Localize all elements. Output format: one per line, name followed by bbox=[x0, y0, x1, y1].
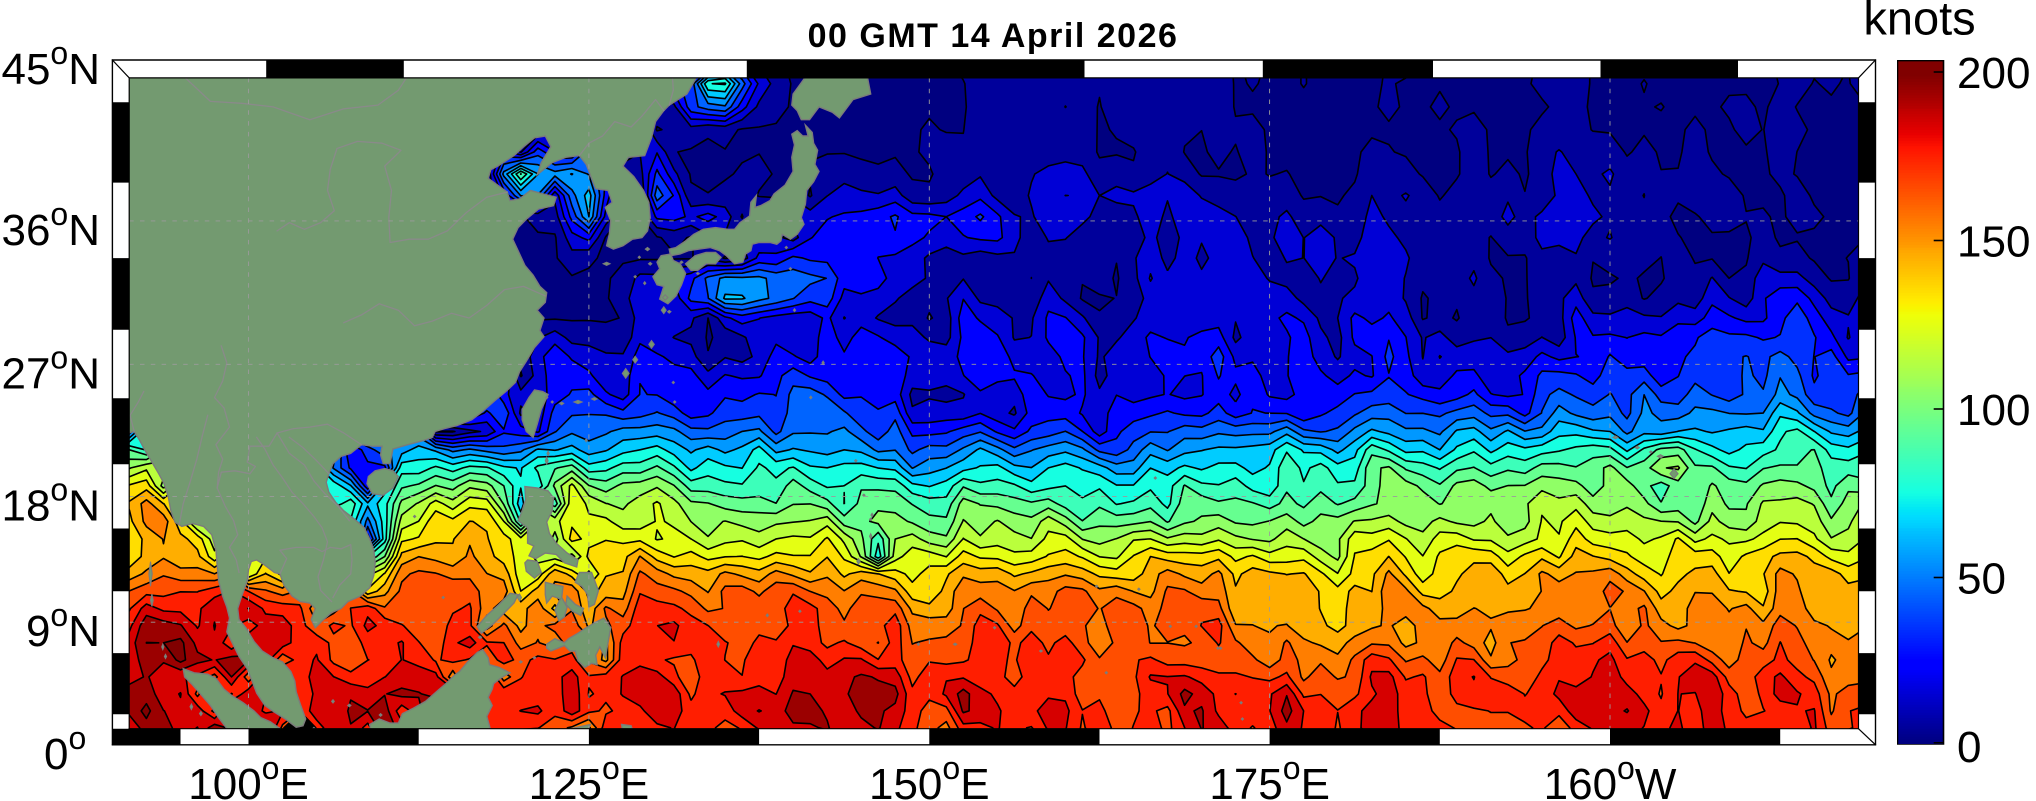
svg-text:knots: knots bbox=[1863, 0, 1975, 45]
svg-text:125oE: 125oE bbox=[529, 750, 650, 801]
svg-text:18oN: 18oN bbox=[1, 472, 100, 531]
svg-text:45oN: 45oN bbox=[1, 35, 100, 94]
svg-text:200: 200 bbox=[1957, 49, 2030, 98]
svg-text:160oW: 160oW bbox=[1544, 750, 1677, 801]
svg-text:0o: 0o bbox=[44, 720, 86, 779]
svg-text:150: 150 bbox=[1957, 218, 2030, 267]
svg-text:0: 0 bbox=[1957, 723, 1981, 772]
svg-text:150oE: 150oE bbox=[869, 750, 990, 801]
svg-text:50: 50 bbox=[1957, 555, 2006, 604]
svg-text:00 GMT 14 April 2026: 00 GMT 14 April 2026 bbox=[808, 17, 1179, 55]
svg-text:100oE: 100oE bbox=[188, 750, 309, 801]
svg-text:100: 100 bbox=[1957, 386, 2030, 435]
svg-text:27oN: 27oN bbox=[1, 339, 100, 398]
svg-text:175oE: 175oE bbox=[1209, 750, 1330, 801]
svg-text:9oN: 9oN bbox=[26, 597, 100, 656]
svg-text:36oN: 36oN bbox=[1, 196, 100, 255]
